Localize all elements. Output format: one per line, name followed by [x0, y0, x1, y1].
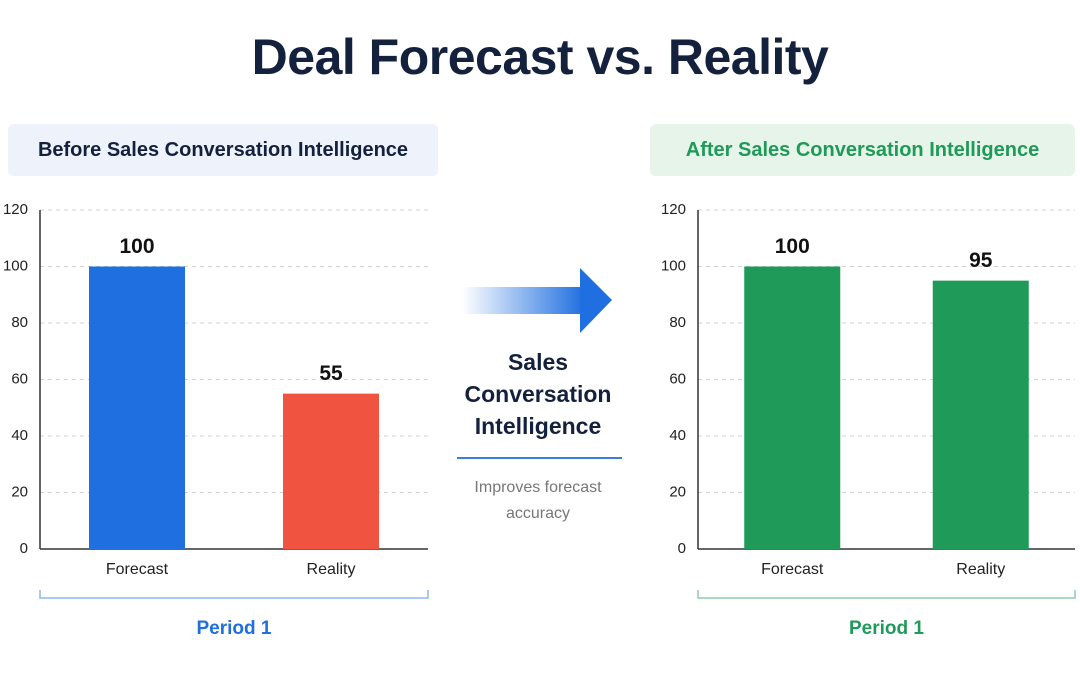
y-tick-label: 40 — [669, 427, 686, 444]
data-label: 100 — [775, 235, 810, 258]
x-tick-label: Reality — [307, 561, 356, 578]
data-label: 100 — [119, 235, 154, 258]
y-tick-label: 80 — [11, 314, 28, 331]
center-caption: Improves forecast accuracy — [474, 479, 602, 522]
y-tick-label: 20 — [669, 483, 686, 500]
bar — [932, 280, 1029, 549]
period-bracket — [697, 590, 1076, 599]
y-tick-label: 0 — [20, 540, 28, 557]
data-label: 55 — [319, 362, 343, 385]
period-label: Period 1 — [849, 618, 924, 639]
y-tick-label: 80 — [669, 314, 686, 331]
center-label: Sales Conversation Intelligence — [464, 349, 612, 439]
y-tick-label: 60 — [11, 370, 28, 387]
arrow-shaft — [462, 287, 584, 314]
y-tick-label: 100 — [3, 257, 28, 274]
y-tick-label: 0 — [678, 540, 686, 557]
y-tick-label: 100 — [661, 257, 686, 274]
y-tick-label: 20 — [11, 483, 28, 500]
bar — [283, 393, 379, 549]
chart-heading: After Sales Conversation Intelligence — [650, 124, 1075, 176]
y-tick-label: 120 — [3, 201, 28, 218]
arrow-head — [580, 268, 612, 333]
x-tick-label: Forecast — [106, 561, 169, 578]
chart-heading: Before Sales Conversation Intelligence — [8, 124, 438, 176]
period-label: Period 1 — [197, 618, 272, 639]
data-label: 95 — [969, 249, 993, 272]
x-tick-label: Forecast — [761, 561, 824, 578]
bar — [89, 266, 185, 549]
page-title: Deal Forecast vs. Reality — [251, 29, 829, 85]
bar — [744, 266, 841, 549]
y-tick-label: 40 — [11, 427, 28, 444]
x-tick-label: Reality — [956, 561, 1005, 578]
y-tick-label: 120 — [661, 201, 686, 218]
period-bracket — [39, 590, 429, 599]
y-tick-label: 60 — [669, 370, 686, 387]
